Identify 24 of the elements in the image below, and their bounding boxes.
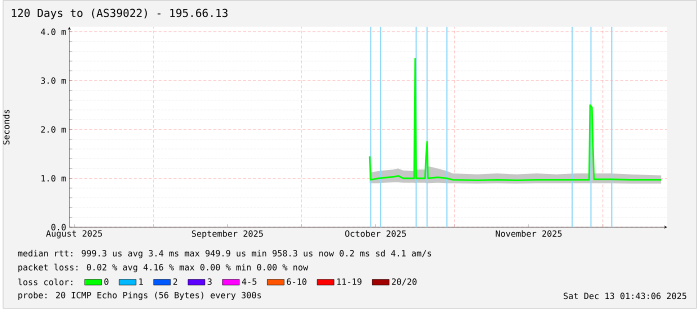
- y-tick-label: 1.0 m: [42, 175, 66, 182]
- y-tick-label: 4.0 m: [40, 28, 66, 36]
- legend-label: 11-19: [337, 278, 362, 285]
- y-tick-label: 2.0 m: [41, 126, 66, 133]
- x-tick-label: October 2025: [345, 230, 406, 237]
- x-tick-label: August 2025: [46, 230, 102, 238]
- y-tick-label: 3.0 m: [41, 77, 66, 84]
- legend-label: 20/20: [392, 278, 417, 286]
- text: packet loss: 0.02 % avg 4.16 % max 0.00 % min 0.00 % now: [18, 264, 308, 272]
- legend-label: 4-5: [242, 278, 256, 285]
- legend-label: 6-10: [286, 278, 306, 285]
- legend-label: 2: [173, 278, 178, 285]
- y-tick-label: 0.0: [51, 224, 66, 230]
- x-tick-label: November 2025: [496, 230, 562, 237]
- legend-label: 3: [208, 278, 212, 285]
- legend-label: 0: [104, 278, 108, 285]
- x-tick-label: September 2025: [192, 230, 263, 239]
- legend-title: loss color:: [18, 278, 72, 286]
- text: probe: 20 ICMP Echo Pings (56 Bytes) every 300s: [18, 292, 261, 300]
- legend-label: 1: [139, 278, 143, 285]
- y-axis-title: Seconds: [2, 110, 10, 145]
- text: median rtt: 999.3 us avg 3.4 ms max 949.9 us min 958.3 us now 0.2 ms sd 4.1 am/s: [18, 250, 432, 258]
- text: Sat Dec 13 01:43:06 2025: [564, 292, 686, 300]
- chart-title: 120 Days to (AS39022) - 195.66.13: [12, 8, 228, 20]
